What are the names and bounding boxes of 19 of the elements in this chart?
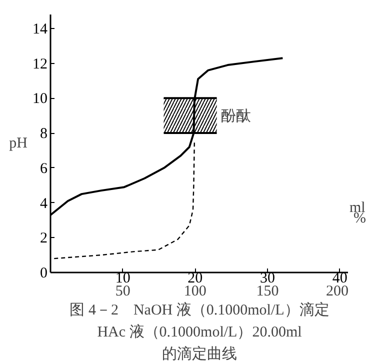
y-tick-label: 2 — [40, 230, 48, 247]
text: 图 4－2 NaOH 液（0.1000mol/L）滴定 HAc 液（0.1000mol/L）20.00ml 的滴定曲线 — [70, 302, 330, 362]
y-tick-label: 4 — [40, 196, 48, 212]
x-tick-label: 40 — [332, 270, 348, 286]
y-tick-label: 6 — [40, 160, 48, 177]
x2-tick-label: 200 — [326, 284, 348, 300]
y-tick-label: 14 — [32, 21, 48, 38]
x-tick-label: 20 — [188, 270, 203, 286]
x-tick-label: 30 — [260, 270, 275, 286]
x2-tick-label: 150 — [256, 284, 279, 300]
x2-tick-label: 100 — [184, 284, 206, 300]
y-axis-title: pH — [9, 136, 28, 152]
y-tick-label: 10 — [32, 91, 48, 108]
x2-tick-label: 50 — [115, 284, 130, 300]
y-tick-label: 0 — [40, 266, 48, 282]
y-tick-label: 8 — [40, 126, 48, 142]
y-tick-label: 12 — [32, 56, 48, 72]
x-tick-label: 10 — [115, 270, 130, 286]
band-label: 酚酞 — [220, 106, 251, 125]
